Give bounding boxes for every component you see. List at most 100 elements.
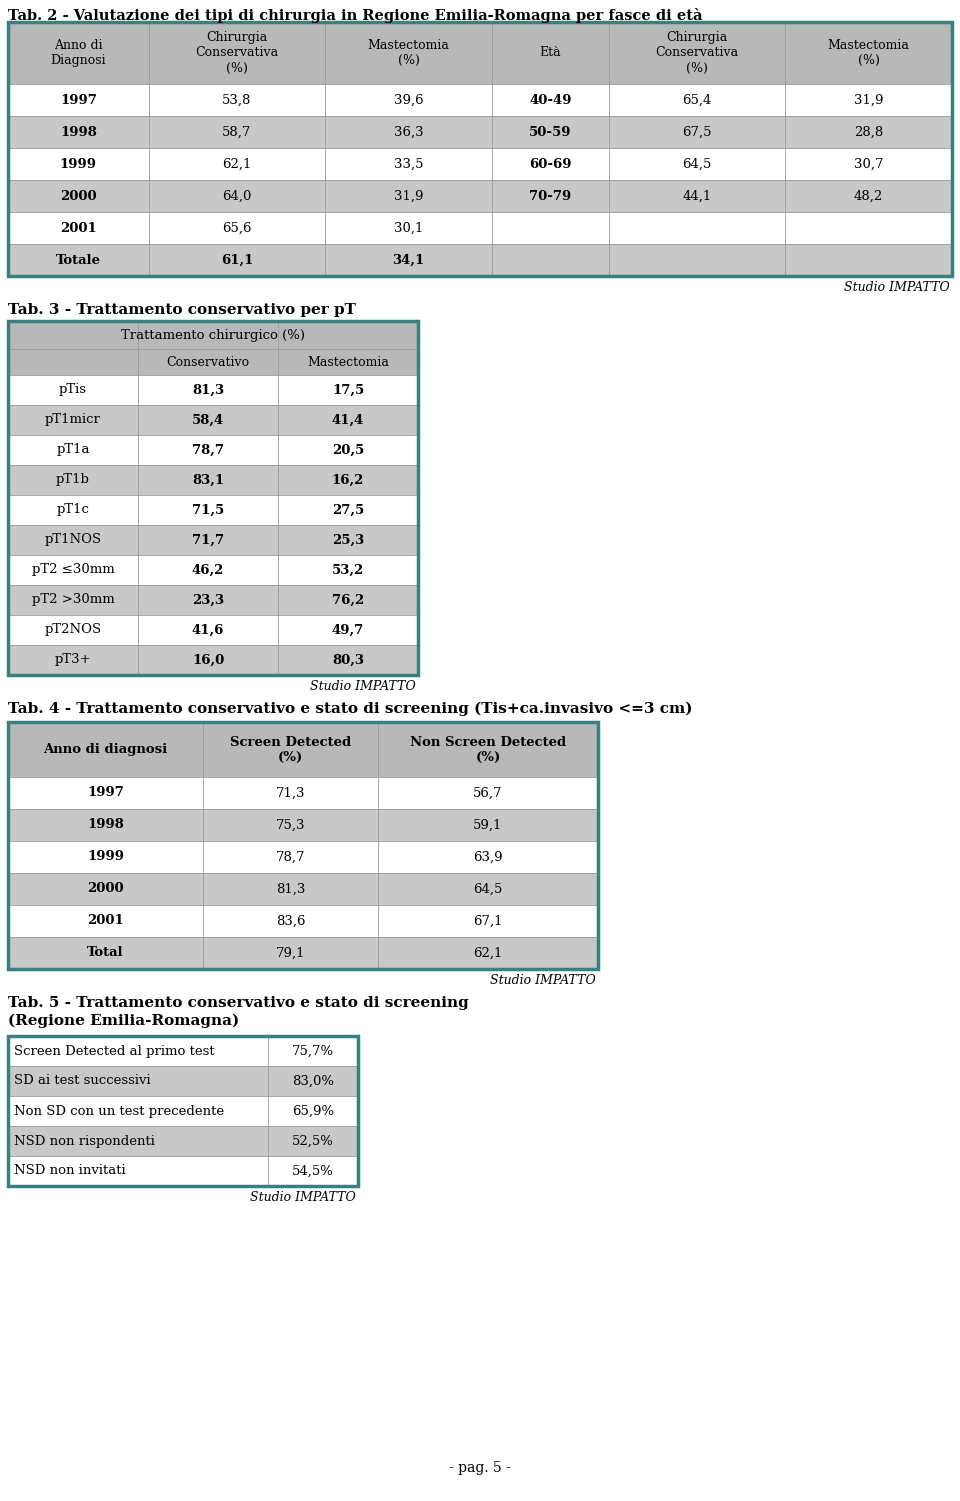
Text: 79,1: 79,1 [276, 947, 305, 959]
Text: pTis: pTis [59, 383, 87, 396]
Bar [8, 321, 418, 375]
Text: 65,6: 65,6 [222, 222, 252, 234]
Text: 49,7: 49,7 [332, 623, 364, 636]
Text: 34,1: 34,1 [393, 254, 424, 267]
Text: 83,1: 83,1 [192, 473, 224, 486]
Text: 44,1: 44,1 [683, 189, 711, 203]
Bar [8, 405, 418, 435]
Text: Mastectomia
(%): Mastectomia (%) [828, 39, 909, 68]
Bar [8, 809, 598, 841]
Bar [8, 245, 952, 276]
Text: pT2NOS: pT2NOS [44, 623, 102, 636]
Text: 54,5%: 54,5% [292, 1165, 334, 1177]
Text: 80,3: 80,3 [332, 653, 364, 666]
Text: 16,2: 16,2 [332, 473, 364, 486]
Text: 83,6: 83,6 [276, 914, 305, 928]
Text: 31,9: 31,9 [394, 189, 423, 203]
Text: 2001: 2001 [87, 914, 124, 928]
Bar [8, 555, 418, 585]
Text: Mastectomia: Mastectomia [307, 356, 389, 369]
Bar [8, 778, 598, 809]
Text: Studio IMPATTO: Studio IMPATTO [491, 974, 596, 988]
Text: 65,4: 65,4 [683, 93, 711, 107]
Text: Anno di
Diagnosi: Anno di Diagnosi [51, 39, 107, 68]
Text: pT2 >30mm: pT2 >30mm [32, 593, 114, 606]
Bar [8, 525, 418, 555]
Text: 65,9%: 65,9% [292, 1105, 334, 1118]
Text: SD ai test successivi: SD ai test successivi [14, 1075, 151, 1088]
Text: Chirurgia
Conservativa
(%): Chirurgia Conservativa (%) [656, 32, 738, 75]
Text: - pag. 5 -: - pag. 5 - [449, 1460, 511, 1475]
Text: 75,7%: 75,7% [292, 1045, 334, 1058]
Text: Non Screen Detected
(%): Non Screen Detected (%) [410, 735, 566, 764]
Bar [8, 874, 598, 905]
Text: 48,2: 48,2 [854, 189, 883, 203]
Text: 40-49: 40-49 [529, 93, 571, 107]
Text: Trattamento chirurgico (%): Trattamento chirurgico (%) [121, 329, 305, 342]
Text: 20,5: 20,5 [332, 443, 364, 456]
Text: 31,9: 31,9 [853, 93, 883, 107]
Text: NSD non rispondenti: NSD non rispondenti [14, 1135, 155, 1147]
Text: 30,7: 30,7 [853, 158, 883, 171]
Text: Studio IMPATTO: Studio IMPATTO [844, 281, 950, 294]
Bar [8, 615, 418, 645]
Text: 62,1: 62,1 [473, 947, 503, 959]
Text: 41,6: 41,6 [192, 623, 225, 636]
Text: Tab. 5 - Trattamento conservativo e stato di screening: Tab. 5 - Trattamento conservativo e stat… [8, 997, 468, 1010]
Text: pT1NOS: pT1NOS [44, 533, 102, 546]
Text: 2000: 2000 [60, 189, 97, 203]
Text: 64,5: 64,5 [473, 883, 503, 896]
Text: 1997: 1997 [87, 787, 124, 800]
Text: 27,5: 27,5 [332, 503, 364, 516]
Text: 1999: 1999 [60, 158, 97, 171]
Text: 59,1: 59,1 [473, 818, 503, 832]
Text: Mastectomia
(%): Mastectomia (%) [368, 39, 449, 68]
Bar [8, 1126, 358, 1156]
Text: Età: Età [540, 47, 562, 60]
Text: 58,4: 58,4 [192, 413, 224, 426]
Text: Tab. 2 - Valutazione dei tipi di chirurgia in Regione Emilia-Romagna per fasce d: Tab. 2 - Valutazione dei tipi di chirurg… [8, 8, 703, 23]
Text: 52,5%: 52,5% [292, 1135, 334, 1147]
Text: 78,7: 78,7 [276, 851, 305, 863]
Text: 39,6: 39,6 [394, 93, 423, 107]
Text: 28,8: 28,8 [854, 126, 883, 138]
Bar [8, 23, 952, 84]
Text: Conservativo: Conservativo [166, 356, 250, 369]
Text: 78,7: 78,7 [192, 443, 224, 456]
Text: Tab. 3 - Trattamento conservativo per pT: Tab. 3 - Trattamento conservativo per pT [8, 303, 356, 317]
Bar [8, 212, 952, 245]
Text: 81,3: 81,3 [192, 383, 224, 396]
Bar [8, 435, 418, 465]
Bar [8, 321, 418, 675]
Text: Studio IMPATTO: Studio IMPATTO [310, 680, 416, 693]
Text: Studio IMPATTO: Studio IMPATTO [251, 1190, 356, 1204]
Text: 1998: 1998 [60, 126, 97, 138]
Text: pT1b: pT1b [56, 473, 90, 486]
Text: 58,7: 58,7 [222, 126, 252, 138]
Bar [8, 1036, 358, 1066]
Text: pT1micr: pT1micr [45, 413, 101, 426]
Text: 67,1: 67,1 [473, 914, 503, 928]
Bar [8, 937, 598, 970]
Text: 33,5: 33,5 [394, 158, 423, 171]
Text: pT3+: pT3+ [55, 653, 91, 666]
Bar [8, 149, 952, 180]
Bar [8, 116, 952, 149]
Text: Tab. 4 - Trattamento conservativo e stato di screening (Tis+ca.invasivo <=3 cm): Tab. 4 - Trattamento conservativo e stat… [8, 702, 692, 716]
Text: Non SD con un test precedente: Non SD con un test precedente [14, 1105, 224, 1118]
Text: 16,0: 16,0 [192, 653, 224, 666]
Text: 63,9: 63,9 [473, 851, 503, 863]
Text: 62,1: 62,1 [222, 158, 252, 171]
Text: 2000: 2000 [87, 883, 124, 896]
Text: Chirurgia
Conservativa
(%): Chirurgia Conservativa (%) [195, 32, 278, 75]
Text: 76,2: 76,2 [332, 593, 364, 606]
Bar [8, 905, 598, 937]
Text: 70-79: 70-79 [529, 189, 571, 203]
Text: (Regione Emilia-Romagna): (Regione Emilia-Romagna) [8, 1015, 239, 1028]
Text: 67,5: 67,5 [683, 126, 711, 138]
Bar [8, 1156, 358, 1186]
Text: 61,1: 61,1 [221, 254, 253, 267]
Text: 46,2: 46,2 [192, 563, 225, 576]
Text: Totale: Totale [56, 254, 101, 267]
Bar [8, 1096, 358, 1126]
